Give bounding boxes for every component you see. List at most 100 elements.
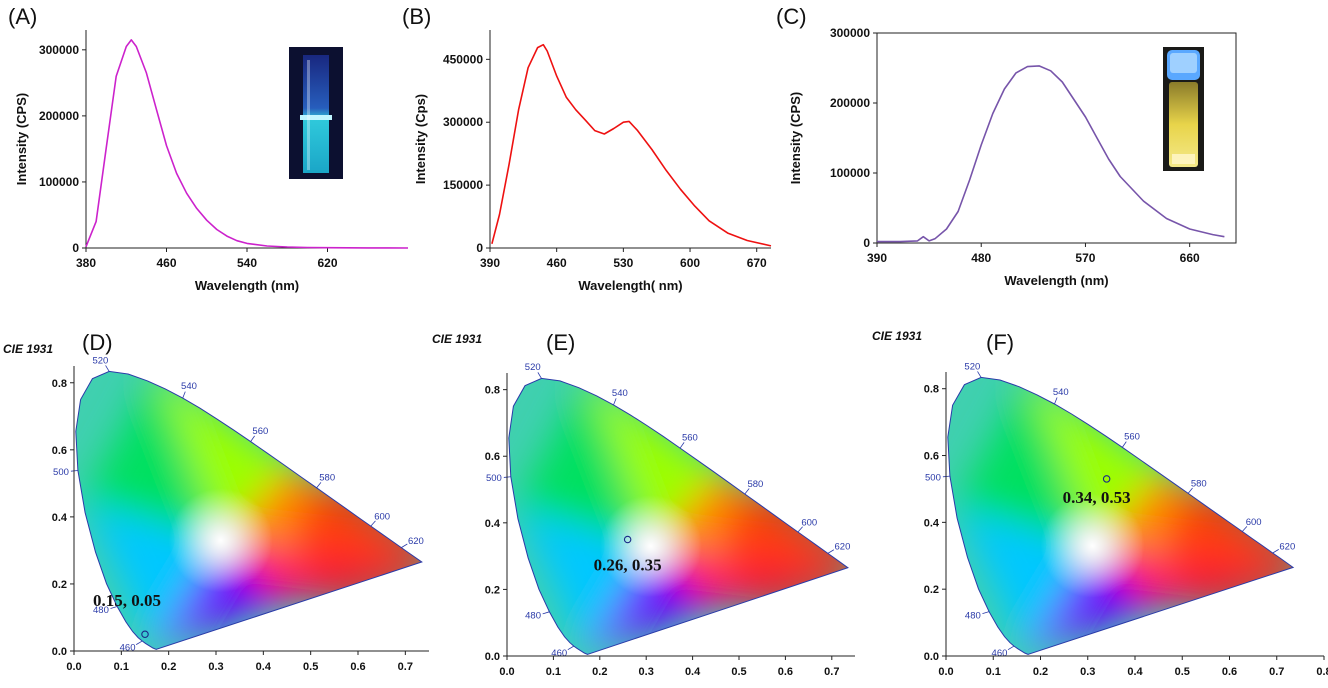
chart-a-x-tick-label: 620 (317, 256, 337, 270)
cie-f-wavelength-label: 540 (1053, 387, 1069, 398)
cie-d-wavelength-label: 540 (181, 381, 197, 392)
chart-a-y-tick-label: 0 (72, 241, 79, 255)
cie-d-wavelength-label: 560 (252, 426, 268, 437)
cie-d-y-tick-label: 0.4 (52, 512, 68, 524)
cie-e-wavelength-tick (679, 442, 685, 449)
cie-f-wavelength-tick (977, 371, 982, 378)
chart-c-x-tick-label: 570 (1075, 251, 1095, 265)
cie-e-y-tick-label: 0.0 (485, 651, 500, 663)
cie-f-x-tick-label: 0.3 (1080, 666, 1095, 678)
cie-f-x-tick-label: 0.8 (1316, 666, 1328, 678)
chart-c-plot-frame (876, 32, 1237, 244)
cie-e-x-tick-label: 0.4 (685, 666, 701, 678)
chart-b-x-tick-label: 670 (747, 256, 767, 270)
cie-e-wavelength-label: 620 (835, 542, 851, 553)
cie-f-wavelength-tick (1121, 441, 1127, 448)
cie-chart-e: 460 480 500 520 540 560 580 600 620 0.0 0.2 0.4 0.6 0… (485, 362, 855, 678)
cie-e-wavelength-label: 560 (682, 432, 698, 443)
cie-d-wavelength-tick (110, 606, 118, 609)
panel-label-b: (B) (402, 4, 431, 29)
cie-f-wavelength-label: 500 (925, 472, 941, 483)
cie-d-spectral-locus (75, 370, 423, 650)
cie-e-wavelength-label: 600 (801, 517, 817, 528)
spectrum-chart-c: 0 100000 200000 300000 390 480 570 660 Wavelengt… (788, 26, 1237, 288)
cie-f-wavelength-tick (1007, 645, 1015, 651)
chart-b-x-tick-label: 460 (547, 256, 567, 270)
chart-c-x-axis-label: Wavelength (nm) (1004, 273, 1108, 288)
chart-b-series-line (491, 43, 772, 247)
cie-d-x-tick-label: 0.5 (303, 661, 318, 673)
chart-c-x-tick-label: 480 (971, 251, 991, 265)
cie-e-chromaticity-point (623, 535, 632, 544)
cie-d-x-tick-label: 0.2 (161, 661, 176, 673)
cie-e-y-tick-label: 0.4 (485, 518, 501, 530)
cie-d-wavelength-tick (250, 435, 255, 442)
cie-f-wavelength-tick (982, 611, 990, 615)
cie-f-x-tick-label: 0.6 (1222, 666, 1237, 678)
panel-label-f: (F) (986, 330, 1014, 355)
cie-f-wavelength-tick (1187, 487, 1193, 494)
cie-f-wavelength-tick (1241, 526, 1248, 532)
cie-d-y-tick-label: 0.2 (52, 579, 67, 591)
chart-a-series-line (85, 39, 409, 249)
chart-c-x-tick-label: 390 (867, 251, 887, 265)
cie-e-wavelength-tick (744, 488, 750, 495)
chart-b-x-tick-label: 390 (480, 256, 500, 270)
cie-d-y-tick-label: 0.6 (52, 445, 67, 457)
cie-e-gamut-fill (508, 378, 848, 655)
chart-a-y-axis-label: Intensity (CPS) (14, 93, 29, 185)
cie-f-wavelength-tick (1272, 549, 1279, 554)
chart-c-y-tick-label: 100000 (830, 166, 870, 180)
chart-a-y-tick-label: 200000 (39, 109, 79, 123)
cie-e-wavelength-tick (613, 398, 617, 406)
cie-f-x-tick-label: 0.5 (1175, 666, 1190, 678)
cie-f-y-tick-label: 0.4 (924, 517, 940, 529)
cie-d-gamut-fill (75, 371, 422, 650)
cie-e-x-tick-label: 0.5 (731, 666, 746, 678)
cie-d-wavelength-label: 600 (374, 511, 390, 522)
cie-f-y-tick-label: 0.6 (924, 451, 939, 463)
cie-title-d: CIE 1931 (3, 342, 53, 356)
chart-b-x-axis-label: Wavelength( nm) (578, 278, 682, 293)
chart-a-x-tick-label: 460 (156, 256, 176, 270)
cie-e-point-label: 0.26, 0.35 (594, 555, 662, 574)
cie-d-wavelength-tick (401, 543, 408, 548)
chart-a-y-tick-label: 300000 (39, 43, 79, 57)
cie-d-x-tick-label: 0.1 (114, 661, 129, 673)
chart-a-y-tick-label: 100000 (39, 175, 79, 189)
cie-d-wavelength-label: 460 (120, 643, 136, 654)
cie-d-point-label: 0.15, 0.05 (93, 591, 161, 610)
panel-label-a: (A) (8, 4, 37, 29)
cie-e-x-tick-label: 0.3 (639, 666, 654, 678)
cie-title-f: CIE 1931 (872, 329, 922, 343)
spectrum-chart-b: 0 150000 300000 450000 390 460 530 600 670 Wavele… (413, 30, 772, 293)
chart-c-x-tick-label: 660 (1180, 251, 1200, 265)
cie-title-e: CIE 1931 (432, 332, 482, 346)
cie-e-wavelength-label: 520 (525, 362, 541, 373)
cie-f-chromaticity-point (1102, 475, 1111, 483)
cie-d-wavelength-label: 520 (92, 355, 108, 366)
cie-f-x-tick-label: 0.2 (1033, 666, 1048, 678)
cie-f-x-tick-label: 0.4 (1127, 666, 1143, 678)
cie-d-wavelength-tick (316, 482, 322, 489)
chart-b-y-axis-label: Intensity (Cps) (413, 94, 428, 184)
cie-e-wavelength-tick (797, 526, 803, 533)
spectrum-chart-a: 0 100000 200000 300000 380 460 540 620 Wavelengt… (14, 30, 409, 293)
cie-e-wavelength-label: 580 (747, 479, 763, 490)
cie-f-point-label: 0.34, 0.53 (1063, 488, 1131, 507)
cie-f-wavelength-label: 480 (965, 610, 981, 621)
cie-e-x-tick-label: 0.1 (546, 666, 561, 678)
cie-d-wavelength-tick (135, 640, 143, 645)
cie-f-wavelength-label: 580 (1191, 478, 1207, 489)
cie-f-wavelength-tick (1054, 397, 1058, 405)
cie-f-x-tick-label: 0.0 (938, 666, 953, 678)
cie-f-wavelength-label: 520 (964, 361, 980, 372)
chart-c-y-tick-label: 0 (863, 236, 870, 250)
cie-f-y-tick-label: 0.8 (924, 384, 939, 396)
chart-c-y-tick-label: 300000 (830, 26, 870, 40)
cie-e-wavelength-label: 540 (612, 388, 628, 399)
cie-e-wavelength-label: 460 (551, 648, 567, 659)
cie-f-wavelength-label: 560 (1124, 432, 1140, 443)
cie-d-wavelength-label: 580 (319, 473, 335, 484)
cie-d-wavelength-tick (370, 520, 376, 527)
